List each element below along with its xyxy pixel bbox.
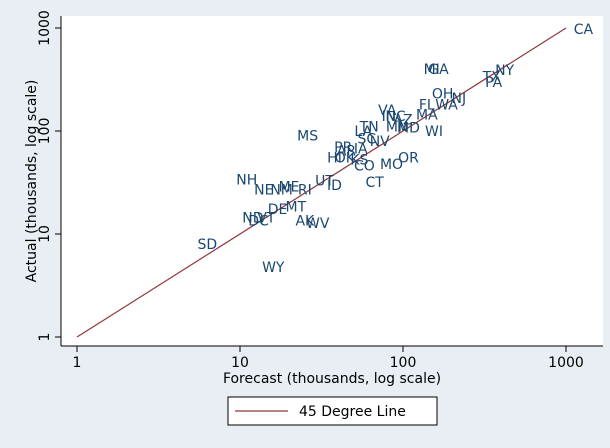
data-point-label: SD <box>197 237 217 253</box>
legend-label: 45 Degree Line <box>299 404 406 420</box>
x-tick-label: 1 <box>73 355 82 371</box>
data-point-label: OH <box>432 87 454 103</box>
x-tick-label: 1000 <box>548 355 584 371</box>
data-point-label: CO <box>354 159 375 175</box>
data-point-label: IN <box>382 109 397 125</box>
data-point-label: DE <box>268 202 288 218</box>
data-point-label: VA <box>378 103 397 119</box>
data-point-label: MI <box>424 62 440 78</box>
data-point-label: AR <box>337 143 357 159</box>
data-point-label: NJ <box>452 91 467 107</box>
y-tick-label: 10 <box>37 225 53 243</box>
data-point-label: MN <box>386 120 409 136</box>
data-point-label: MS <box>297 129 318 145</box>
data-point-label: MD <box>397 121 420 137</box>
reference-line-group <box>76 27 567 338</box>
data-point-label: OR <box>398 151 419 167</box>
data-point-label: RI <box>298 183 312 199</box>
data-point-label: WY <box>262 260 285 276</box>
data-point-label: ND <box>242 210 263 226</box>
x-tick-label: 100 <box>390 355 417 371</box>
data-point-label: NE <box>254 183 273 199</box>
data-point-label: IA <box>354 141 368 157</box>
data-point-label: VT <box>257 210 276 226</box>
data-point-label: DC <box>248 214 269 230</box>
data-point-label: HI <box>327 151 342 167</box>
legend: 45 Degree Line <box>227 396 438 426</box>
data-point-label: ME <box>279 179 300 195</box>
data-point-label: AZ <box>393 112 412 128</box>
data-point-label: FL <box>419 98 435 114</box>
data-point-label: OK <box>335 151 356 167</box>
data-point-label: KS <box>350 152 368 168</box>
data-point-label: NH <box>236 172 257 188</box>
data-point-label: TN <box>359 120 379 136</box>
data-point-label: NY <box>495 63 514 79</box>
plot-area-background <box>61 16 603 346</box>
y-tick-label: 1000 <box>37 10 53 46</box>
x-tick-label: 10 <box>231 355 249 371</box>
reference-line-45-degree <box>76 27 567 338</box>
data-point-label: AK <box>295 214 315 230</box>
data-point-label: ID <box>327 178 342 194</box>
data-point-label: MO <box>380 157 403 173</box>
y-axis-title: Actual (thousands, log scale) <box>24 80 40 283</box>
y-tick-label: 1 <box>37 333 53 342</box>
y-axis-ticks: 1 10 100 1000 <box>37 10 61 341</box>
data-point-label: SC <box>358 131 377 147</box>
data-point-label: WA <box>435 98 458 114</box>
data-point-label: CT <box>365 175 384 191</box>
data-point-label: MT <box>285 199 306 215</box>
data-point-label: PA <box>485 75 503 91</box>
data-point-label: PR <box>334 140 352 156</box>
y-tick-label: 100 <box>37 118 53 145</box>
data-point-label: NC <box>385 109 405 125</box>
data-point-label: UT <box>315 174 334 190</box>
data-point-label: WV <box>306 216 330 232</box>
data-point-label: GA <box>428 62 449 78</box>
data-point-label: CA <box>574 22 594 38</box>
x-axis-title: Forecast (thousands, log scale) <box>223 371 441 387</box>
x-axis-ticks: 1 10 100 1000 <box>73 346 584 371</box>
data-point-label: MA <box>416 107 438 123</box>
data-point-label: NV <box>370 134 390 150</box>
data-point-label: LA <box>354 124 372 140</box>
data-point-label: WI <box>425 124 443 140</box>
data-point-label: TX <box>482 69 502 85</box>
data-point-label: NM <box>270 183 293 199</box>
